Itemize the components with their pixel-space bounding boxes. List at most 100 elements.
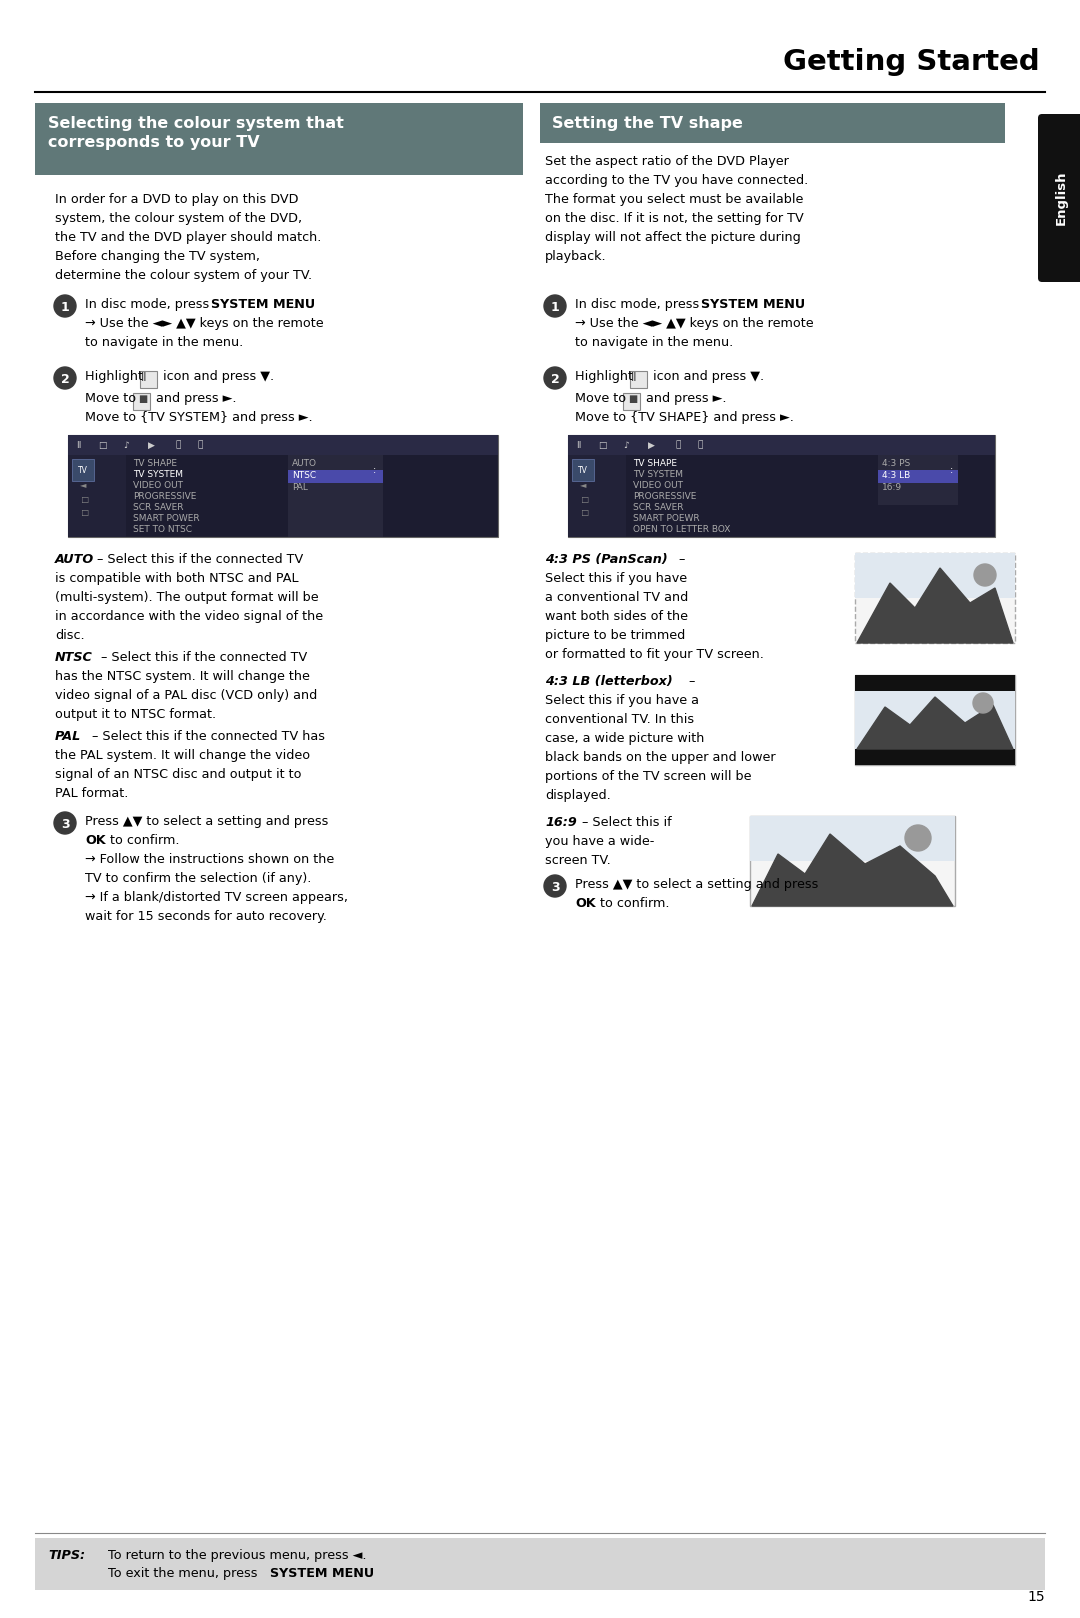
Text: disc.: disc. (55, 629, 84, 642)
Text: The format you select must be available: The format you select must be available (545, 193, 804, 205)
Text: OK: OK (575, 896, 596, 909)
Text: TV SHAPE: TV SHAPE (633, 460, 677, 468)
Text: SCR SAVER: SCR SAVER (633, 503, 684, 511)
Text: – Select this if the connected TV has: – Select this if the connected TV has (87, 730, 325, 743)
Text: ⏪: ⏪ (676, 440, 681, 450)
Text: .: . (293, 298, 297, 311)
Text: TIPS:: TIPS: (48, 1548, 85, 1561)
Text: – Select this if the connected TV: – Select this if the connected TV (97, 650, 307, 663)
Text: you have a wide-: you have a wide- (545, 835, 654, 848)
Bar (855, 553, 1015, 599)
Bar (855, 691, 1015, 749)
Text: to navigate in the menu.: to navigate in the menu. (85, 337, 243, 349)
Text: icon and press ▼.: icon and press ▼. (649, 371, 765, 383)
Text: ⏩: ⏩ (698, 440, 703, 450)
Text: 4:3 PS (PanScan): 4:3 PS (PanScan) (545, 553, 667, 566)
Bar (68, 435, 498, 537)
Text: 16:9: 16:9 (545, 815, 577, 828)
Polygon shape (858, 568, 1013, 642)
Text: the PAL system. It will change the video: the PAL system. It will change the video (55, 749, 310, 762)
Text: .: . (783, 298, 787, 311)
Circle shape (974, 565, 996, 586)
Text: screen TV.: screen TV. (545, 854, 611, 867)
Text: output it to NTSC format.: output it to NTSC format. (55, 709, 216, 722)
Bar (878, 469, 958, 484)
Bar (855, 675, 1015, 691)
Text: English: English (1054, 172, 1067, 225)
Text: .: . (354, 1566, 359, 1581)
Text: in accordance with the video signal of the: in accordance with the video signal of t… (55, 610, 323, 623)
Text: Move to {TV SHAPE} and press ►.: Move to {TV SHAPE} and press ►. (575, 411, 794, 424)
Text: is compatible with both NTSC and PAL: is compatible with both NTSC and PAL (55, 573, 298, 586)
Text: ||: || (631, 372, 637, 380)
Bar (878, 455, 958, 505)
Text: corresponds to your TV: corresponds to your TV (48, 134, 259, 150)
Text: → Use the ◄► ▲▼ keys on the remote: → Use the ◄► ▲▼ keys on the remote (85, 317, 324, 330)
Text: SMART POWER: SMART POWER (133, 515, 200, 523)
Text: 4:3 LB: 4:3 LB (882, 471, 910, 481)
Text: the TV and the DVD player should match.: the TV and the DVD player should match. (55, 231, 322, 244)
Bar (288, 455, 383, 537)
Text: TV SHAPE: TV SHAPE (133, 460, 177, 468)
Text: □: □ (77, 508, 90, 518)
Circle shape (544, 294, 566, 317)
Text: NTSC: NTSC (55, 650, 93, 663)
Bar (68, 455, 126, 537)
Text: :: : (950, 464, 954, 476)
Text: 15: 15 (1027, 1590, 1045, 1603)
Text: black bands on the upper and lower: black bands on the upper and lower (545, 751, 775, 764)
Text: NTSC: NTSC (292, 471, 316, 481)
Text: PAL: PAL (55, 730, 81, 743)
Text: Press ▲▼ to select a setting and press: Press ▲▼ to select a setting and press (575, 879, 819, 892)
Text: Ⅱ: Ⅱ (576, 440, 580, 450)
Text: Select this if you have a: Select this if you have a (545, 694, 699, 707)
Text: PAL: PAL (292, 484, 308, 492)
Text: To return to the previous menu, press ◄.: To return to the previous menu, press ◄. (108, 1548, 366, 1561)
Bar (750, 815, 955, 906)
Text: ■: ■ (627, 395, 637, 404)
Text: – Select this if the connected TV: – Select this if the connected TV (93, 553, 303, 566)
Text: SMART POEWR: SMART POEWR (633, 515, 700, 523)
Polygon shape (752, 833, 953, 906)
Bar (855, 553, 1015, 642)
Text: OK: OK (85, 833, 106, 846)
Text: □: □ (598, 440, 607, 450)
Text: 2: 2 (60, 372, 69, 385)
Text: Select this if you have: Select this if you have (545, 573, 687, 586)
Text: In order for a DVD to play on this DVD: In order for a DVD to play on this DVD (55, 193, 298, 205)
Text: OPEN TO LETTER BOX: OPEN TO LETTER BOX (633, 524, 730, 534)
Text: or formatted to fit your TV screen.: or formatted to fit your TV screen. (545, 647, 764, 662)
Text: (multi-system). The output format will be: (multi-system). The output format will b… (55, 591, 319, 604)
Bar (630, 371, 647, 388)
Text: Selecting the colour system that: Selecting the colour system that (48, 116, 343, 131)
Text: SCR SAVER: SCR SAVER (133, 503, 184, 511)
Text: ⏪: ⏪ (176, 440, 181, 450)
Text: Move to: Move to (85, 392, 140, 404)
Text: → Follow the instructions shown on the: → Follow the instructions shown on the (85, 853, 334, 866)
Text: display will not affect the picture during: display will not affect the picture duri… (545, 231, 800, 244)
Text: 1: 1 (551, 301, 559, 314)
Text: 4:3 LB (letterbox): 4:3 LB (letterbox) (545, 675, 673, 688)
Circle shape (544, 875, 566, 896)
Text: TV to confirm the selection (if any).: TV to confirm the selection (if any). (85, 872, 311, 885)
Bar (288, 469, 383, 484)
Bar (35, 1539, 1045, 1590)
Text: 4:3 PS: 4:3 PS (882, 460, 910, 468)
Text: Ⅱ: Ⅱ (76, 440, 80, 450)
Text: Set the aspect ratio of the DVD Player: Set the aspect ratio of the DVD Player (545, 155, 788, 168)
Text: system, the colour system of the DVD,: system, the colour system of the DVD, (55, 212, 302, 225)
Text: In disc mode, press: In disc mode, press (85, 298, 213, 311)
Text: video signal of a PAL disc (VCD only) and: video signal of a PAL disc (VCD only) an… (55, 689, 318, 702)
Text: displayed.: displayed. (545, 790, 611, 803)
Text: → Use the ◄► ▲▼ keys on the remote: → Use the ◄► ▲▼ keys on the remote (575, 317, 813, 330)
Text: Press ▲▼ to select a setting and press: Press ▲▼ to select a setting and press (85, 815, 328, 828)
Text: playback.: playback. (545, 251, 607, 264)
Text: □: □ (577, 495, 590, 503)
Bar (855, 749, 1015, 765)
Bar (72, 460, 94, 481)
Polygon shape (858, 697, 1013, 749)
Text: portions of the TV screen will be: portions of the TV screen will be (545, 770, 752, 783)
Circle shape (973, 693, 993, 714)
Bar (133, 393, 150, 409)
Text: SYSTEM MENU: SYSTEM MENU (701, 298, 805, 311)
